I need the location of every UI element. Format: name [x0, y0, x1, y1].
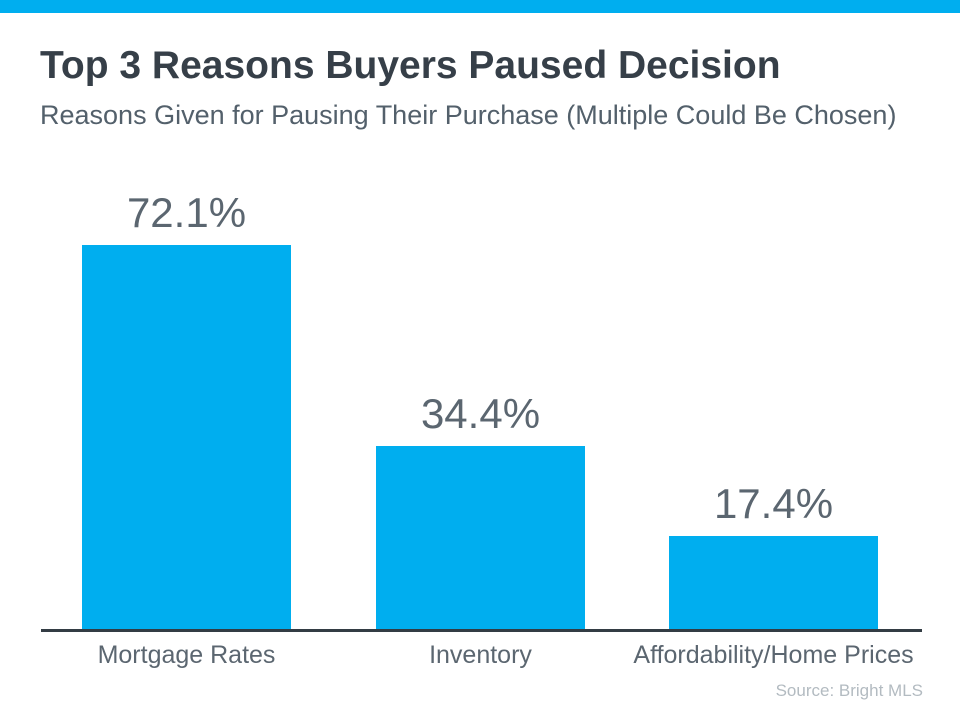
chart-subtitle: Reasons Given for Pausing Their Purchase… [40, 100, 897, 130]
x-axis-line [41, 629, 922, 632]
bar-mortgage-rates [82, 245, 291, 629]
bar-value-label-affordability-home-prices: 17.4% [713, 480, 834, 527]
bar-inventory [376, 446, 585, 629]
bar-value-label-inventory: 34.4% [420, 390, 541, 437]
x-axis-label-affordability-home-prices: Affordability/Home Prices [633, 641, 914, 669]
bar-group-mortgage-rates: 72.1% [82, 180, 291, 632]
x-axis-label-inventory: Inventory [429, 641, 532, 669]
bar-affordability-home-prices [669, 536, 878, 629]
x-axis-label-mortgage-rates: Mortgage Rates [97, 641, 276, 669]
source-credit: Source: Bright MLS [775, 681, 923, 700]
bar-group-inventory: 34.4% [376, 180, 585, 632]
bar-value-label-mortgage-rates: 72.1% [126, 189, 247, 236]
x-axis-labels: Mortgage Rates Inventory Affordability/Hom… [41, 641, 922, 673]
bar-group-affordability-home-prices: 17.4% [669, 180, 878, 632]
chart-title: Top 3 Reasons Buyers Paused Decision [40, 44, 781, 87]
top-accent-bar [0, 0, 960, 13]
bar-chart-plot: 17.4% 34.4% 72.1% [41, 180, 922, 632]
